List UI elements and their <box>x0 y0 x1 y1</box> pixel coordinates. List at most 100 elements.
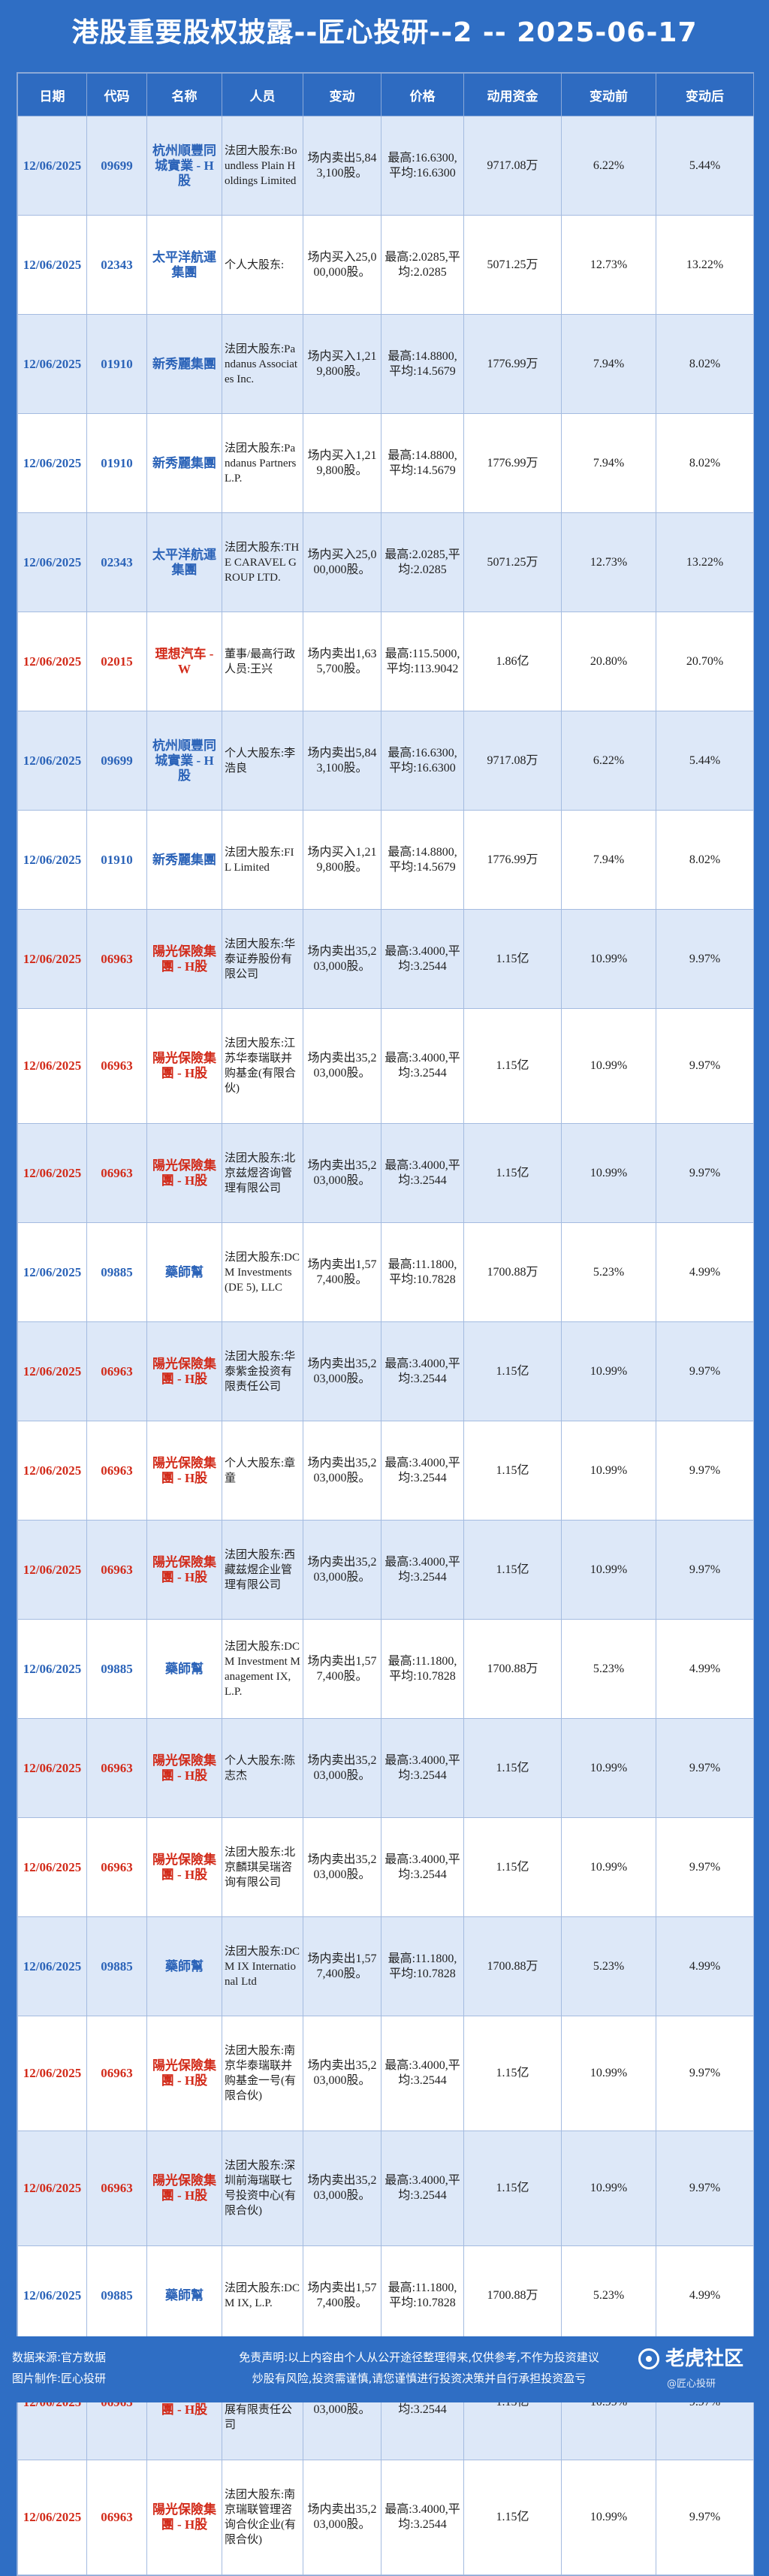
cell-name: 陽光保險集團 - H股 <box>146 1520 222 1620</box>
cell-person: 法团大股东:DCM IX International Ltd <box>222 1916 303 2016</box>
cell-person: 法团大股东:北京麟琪吴瑞咨询有限公司 <box>222 1817 303 1917</box>
cell-date: 12/06/2025 <box>17 1321 87 1421</box>
cell-name: 陽光保險集團 - H股 <box>146 1123 222 1223</box>
cell-change: 场内卖出1,635,700股。 <box>303 612 381 711</box>
cell-funds: 1.15亿 <box>463 1421 562 1521</box>
cell-price: 最高:3.4000,平均:3.2544 <box>381 1421 464 1521</box>
footer: 数据来源:官方数据 图片制作:匠心投研 免责声明:以上内容由个人从公开途径整理得… <box>0 2336 769 2402</box>
cell-price: 最高:3.4000,平均:3.2544 <box>381 2131 464 2246</box>
cell-name: 陽光保險集團 - H股 <box>146 1421 222 1521</box>
cell-person: 法团大股东:西藏兹煜企业管理有限公司 <box>222 1520 303 1620</box>
cell-funds: 1.15亿 <box>463 1008 562 1124</box>
cell-date: 12/06/2025 <box>17 2131 87 2246</box>
cell-price: 最高:14.8800,平均:14.5679 <box>381 413 464 513</box>
cell-after: 9.97% <box>656 1520 754 1620</box>
cell-person: 法团大股东:Pandanus Partners L.P. <box>222 413 303 513</box>
cell-name: 理想汽车 - W <box>146 612 222 711</box>
cell-change: 场内卖出35,203,000股。 <box>303 1123 381 1223</box>
cell-code: 06963 <box>86 1321 147 1421</box>
cell-date: 12/06/2025 <box>17 1222 87 1322</box>
cell-name: 藥師幫 <box>146 1619 222 1719</box>
cell-person: 法团大股东:FIL Limited <box>222 810 303 910</box>
cell-date: 12/06/2025 <box>17 1718 87 1818</box>
cell-change: 场内卖出1,577,400股。 <box>303 1619 381 1719</box>
cell-change: 场内卖出1,577,400股。 <box>303 2245 381 2345</box>
cell-date: 12/06/2025 <box>17 1008 87 1124</box>
data-source: 数据来源:官方数据 <box>12 2351 107 2364</box>
cell-person: 法团大股东:江苏华泰瑞联并购基金(有限合伙) <box>222 1008 303 1124</box>
cell-person: 董事/最高行政人员:王兴 <box>222 612 303 711</box>
table-row: 12/06/2025 06963 陽光保險集團 - H股 法团大股东:北京麟琪吴瑞咨询… <box>17 1817 754 1917</box>
cell-person: 法团大股东:北京兹煜咨询管理有限公司 <box>222 1123 303 1223</box>
col-header-price: 价格 <box>381 73 464 116</box>
cell-price: 最高:16.6300,平均:16.6300 <box>381 116 464 216</box>
cell-date: 12/06/2025 <box>17 314 87 414</box>
cell-name: 陽光保險集團 - H股 <box>146 2016 222 2131</box>
cell-person: 法团大股东:深圳前海瑞联七号投资中心(有限合伙) <box>222 2131 303 2246</box>
cell-after: 9.97% <box>656 1421 754 1521</box>
cell-before: 10.99% <box>561 2016 656 2131</box>
cell-change: 场内卖出1,577,400股。 <box>303 1222 381 1322</box>
disclaimer-line-2: 炒股有风险,投资需谨慎,请您谨慎进行投资决策并自行承担投资盈亏 <box>252 2372 587 2385</box>
table-row: 12/06/2025 02343 太平洋航運集團 法团大股东:THE CARAVEL … <box>17 512 754 612</box>
cell-price: 最高:3.4000,平均:3.2544 <box>381 1718 464 1818</box>
cell-code: 01910 <box>86 314 147 414</box>
cell-change: 场内卖出35,203,000股。 <box>303 1321 381 1421</box>
cell-after: 9.97% <box>656 1817 754 1917</box>
cell-change: 场内卖出5,843,100股。 <box>303 711 381 811</box>
cell-funds: 9717.08万 <box>463 711 562 811</box>
cell-name: 陽光保險集團 - H股 <box>146 1321 222 1421</box>
cell-before: 20.80% <box>561 612 656 711</box>
cell-before: 7.94% <box>561 413 656 513</box>
disclosure-table-container: 日期 代码 名称 人员 变动 价格 动用资金 变动前 变动后 12/06/202… <box>17 72 754 2576</box>
cell-price: 最高:16.6300,平均:16.6300 <box>381 711 464 811</box>
cell-after: 8.02% <box>656 314 754 414</box>
cell-code: 06963 <box>86 1421 147 1521</box>
page: 港股重要股权披露--匠心投研--2 -- 2025-06-17 日期 代码 名称… <box>0 17 769 2576</box>
table-row: 12/06/2025 09885 藥師幫 法团大股东:DCM Investment M… <box>17 1619 754 1719</box>
cell-date: 12/06/2025 <box>17 711 87 811</box>
cell-name: 新秀麗集團 <box>146 413 222 513</box>
cell-before: 10.99% <box>561 1817 656 1917</box>
cell-before: 12.73% <box>561 215 656 315</box>
cell-code: 06963 <box>86 2016 147 2131</box>
col-header-date: 日期 <box>17 73 87 116</box>
cell-funds: 1.86亿 <box>463 612 562 711</box>
cell-person: 个人大股东: <box>222 215 303 315</box>
cell-code: 06963 <box>86 1520 147 1620</box>
cell-code: 02015 <box>86 612 147 711</box>
table-row: 12/06/2025 06963 陽光保險集團 - H股 个人大股东:陈志杰 场内卖出3… <box>17 1718 754 1818</box>
cell-code: 06963 <box>86 1008 147 1124</box>
cell-date: 12/06/2025 <box>17 810 87 910</box>
table-row: 12/06/2025 09699 杭州順豐同城實業 - H股 个人大股东:李浩良 场内卖… <box>17 711 754 811</box>
cell-change: 场内买入1,219,800股。 <box>303 314 381 414</box>
cell-funds: 1.15亿 <box>463 1817 562 1917</box>
cell-name: 陽光保險集團 - H股 <box>146 1817 222 1917</box>
cell-code: 06963 <box>86 2460 147 2575</box>
footer-credits: 数据来源:官方数据 图片制作:匠心投研 <box>12 2347 106 2389</box>
cell-before: 6.22% <box>561 116 656 216</box>
cell-change: 场内买入1,219,800股。 <box>303 413 381 513</box>
cell-name: 藥師幫 <box>146 1222 222 1322</box>
cell-after: 13.22% <box>656 512 754 612</box>
cell-person: 法团大股东:南京华泰瑞联并购基金一号(有限合伙) <box>222 2016 303 2131</box>
cell-name: 新秀麗集團 <box>146 314 222 414</box>
cell-price: 最高:115.5000,平均:113.9042 <box>381 612 464 711</box>
cell-date: 12/06/2025 <box>17 1520 87 1620</box>
table-header-row: 日期 代码 名称 人员 变动 价格 动用资金 变动前 变动后 <box>17 73 754 116</box>
cell-code: 06963 <box>86 2131 147 2246</box>
disclaimer-line-1: 免责声明:以上内容由个人从公开途径整理得来,仅供参考,不作为投资建议 <box>239 2351 599 2364</box>
cell-person: 法团大股东:DCM IX, L.P. <box>222 2245 303 2345</box>
cell-name: 陽光保險集團 - H股 <box>146 2460 222 2575</box>
cell-change: 场内卖出35,203,000股。 <box>303 909 381 1009</box>
cell-change: 场内卖出35,203,000股。 <box>303 2131 381 2246</box>
cell-funds: 1.15亿 <box>463 2460 562 2575</box>
cell-date: 12/06/2025 <box>17 1619 87 1719</box>
cell-name: 杭州順豐同城實業 - H股 <box>146 116 222 216</box>
cell-price: 最高:3.4000,平均:3.2544 <box>381 1008 464 1124</box>
cell-funds: 1.15亿 <box>463 1123 562 1223</box>
table-row: 12/06/2025 09885 藥師幫 法团大股东:DCM IX, L.P. 场内卖出… <box>17 2245 754 2345</box>
table-row: 12/06/2025 09885 藥師幫 法团大股东:DCM Investments … <box>17 1222 754 1322</box>
col-header-name: 名称 <box>146 73 222 116</box>
disclosure-table: 日期 代码 名称 人员 变动 价格 动用资金 变动前 变动后 12/06/202… <box>17 73 754 2575</box>
